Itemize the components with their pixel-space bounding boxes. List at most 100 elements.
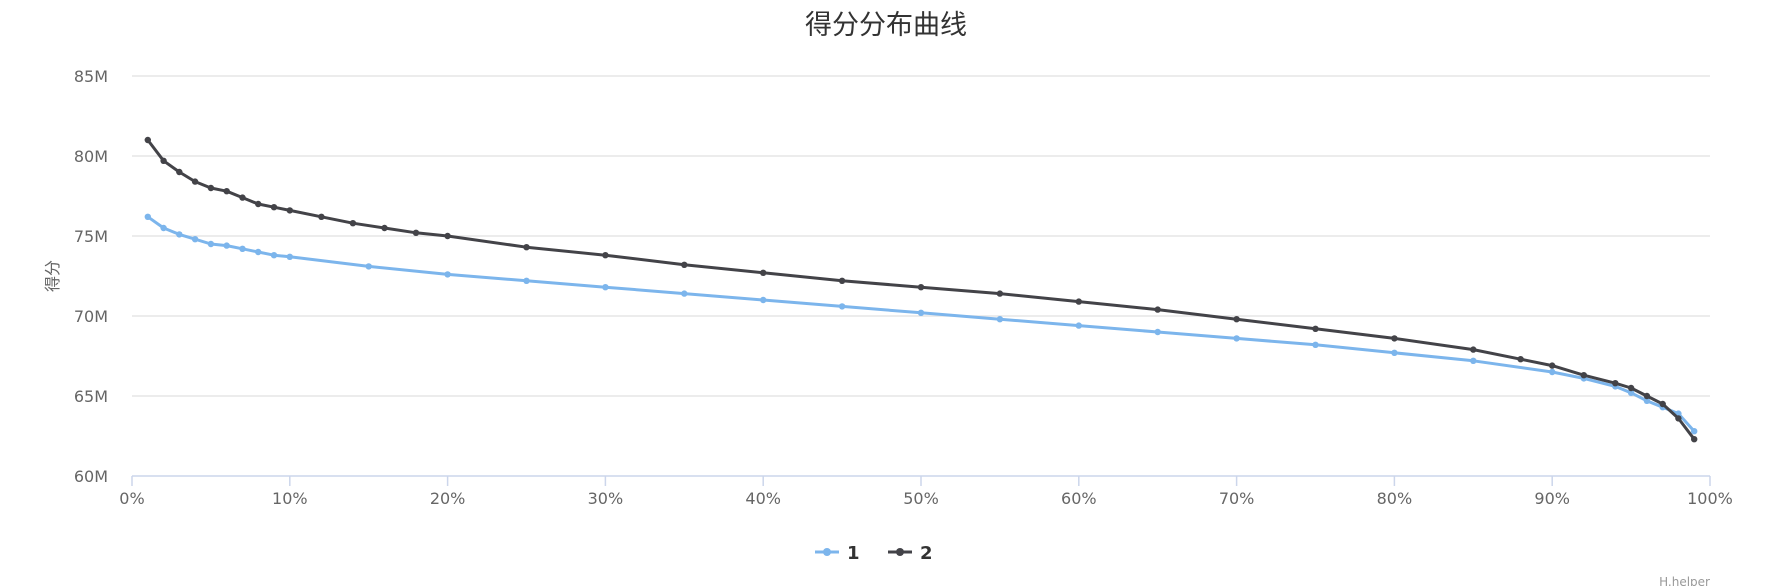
y-axis-label: 得分: [43, 260, 62, 292]
x-tick-label: 80%: [1377, 489, 1413, 508]
data-point[interactable]: [681, 261, 688, 268]
y-tick-label: 65M: [74, 387, 108, 406]
data-point[interactable]: [223, 188, 230, 195]
data-point[interactable]: [917, 309, 925, 316]
data-point[interactable]: [1470, 346, 1477, 353]
data-point[interactable]: [1391, 335, 1398, 342]
credit-text: H.helper: [1659, 575, 1710, 586]
x-tick-label: 0%: [119, 489, 144, 508]
data-point[interactable]: [1470, 357, 1477, 364]
data-point[interactable]: [838, 303, 846, 310]
data-point[interactable]: [1075, 298, 1083, 305]
data-point[interactable]: [681, 290, 688, 297]
data-point[interactable]: [602, 284, 609, 291]
data-point[interactable]: [1154, 328, 1161, 336]
data-point[interactable]: [176, 168, 183, 176]
data-point[interactable]: [255, 248, 262, 256]
data-point[interactable]: [286, 253, 293, 260]
series-1[interactable]: [144, 213, 1698, 435]
data-point[interactable]: [1233, 316, 1240, 323]
y-tick-label: 75M: [74, 227, 108, 246]
data-point[interactable]: [1659, 400, 1666, 408]
x-tick-label: 70%: [1219, 489, 1255, 508]
series-group: [144, 136, 1698, 443]
data-point[interactable]: [602, 252, 609, 259]
legend-marker: [896, 548, 904, 556]
data-point[interactable]: [318, 213, 325, 220]
data-point[interactable]: [365, 263, 372, 270]
data-point[interactable]: [996, 290, 1004, 297]
data-point[interactable]: [381, 224, 388, 232]
data-point[interactable]: [207, 240, 215, 248]
legend-item-2[interactable]: 2: [888, 543, 933, 564]
data-point[interactable]: [444, 271, 451, 278]
x-tick-label: 20%: [430, 489, 466, 508]
y-tick-label: 85M: [74, 67, 108, 86]
data-point[interactable]: [1233, 335, 1240, 342]
data-point[interactable]: [239, 194, 246, 201]
data-point[interactable]: [1391, 349, 1398, 356]
y-tick-label: 70M: [74, 307, 108, 326]
data-point[interactable]: [1075, 322, 1083, 329]
data-point[interactable]: [255, 200, 262, 208]
y-axis-ticks: 60M 65M 70M 75M 80M 85M: [74, 67, 108, 486]
data-point[interactable]: [239, 245, 246, 252]
data-point[interactable]: [270, 204, 278, 211]
data-point[interactable]: [1627, 384, 1635, 392]
data-point[interactable]: [207, 184, 215, 192]
data-point[interactable]: [412, 229, 420, 236]
data-point[interactable]: [917, 284, 925, 291]
data-point[interactable]: [1517, 356, 1524, 363]
x-axis: 0% 10% 20% 30% 40% 50% 60% 70% 80% 90% 100%: [119, 475, 1733, 508]
data-point[interactable]: [160, 157, 167, 164]
data-point[interactable]: [838, 277, 846, 284]
data-point[interactable]: [1691, 428, 1698, 435]
data-point[interactable]: [523, 277, 530, 284]
data-point[interactable]: [1691, 436, 1698, 443]
x-tick-label: 40%: [745, 489, 781, 508]
x-tick-label: 30%: [588, 489, 624, 508]
data-point[interactable]: [1549, 368, 1556, 376]
data-point[interactable]: [1675, 415, 1682, 422]
data-point[interactable]: [1549, 362, 1556, 369]
legend-label: 2: [920, 543, 933, 564]
series-line[interactable]: [146, 215, 1696, 433]
data-point[interactable]: [1643, 392, 1651, 400]
data-point[interactable]: [523, 244, 530, 251]
legend-label: 1: [847, 543, 860, 564]
data-point[interactable]: [760, 269, 767, 276]
data-point[interactable]: [144, 136, 151, 144]
data-point[interactable]: [223, 242, 230, 249]
data-point[interactable]: [1627, 389, 1635, 396]
data-point[interactable]: [349, 220, 357, 227]
data-point[interactable]: [1312, 325, 1319, 332]
data-point[interactable]: [1580, 372, 1588, 379]
data-point[interactable]: [444, 232, 451, 240]
y-tick-label: 60M: [74, 467, 108, 486]
x-tick-label: 50%: [903, 489, 939, 508]
data-point[interactable]: [1154, 306, 1161, 313]
data-point[interactable]: [1643, 397, 1651, 404]
data-point[interactable]: [160, 224, 167, 232]
data-point[interactable]: [191, 178, 199, 185]
legend-item-1[interactable]: 1: [815, 543, 860, 564]
data-point[interactable]: [191, 236, 199, 243]
data-point[interactable]: [286, 207, 293, 214]
data-point[interactable]: [996, 316, 1004, 323]
x-tick-label: 100%: [1687, 489, 1733, 508]
x-tick-label: 90%: [1534, 489, 1570, 508]
data-point[interactable]: [176, 231, 183, 238]
data-point[interactable]: [1312, 341, 1319, 348]
data-point[interactable]: [760, 296, 767, 304]
data-point[interactable]: [1612, 380, 1619, 387]
grid-lines: [132, 75, 1710, 397]
x-tick-label: 10%: [272, 489, 308, 508]
y-tick-label: 80M: [74, 147, 108, 166]
series-2[interactable]: [144, 136, 1698, 443]
data-point[interactable]: [270, 252, 278, 259]
data-point[interactable]: [144, 213, 151, 220]
x-tick-label: 60%: [1061, 489, 1097, 508]
chart-title: 得分分布曲线: [805, 10, 967, 41]
